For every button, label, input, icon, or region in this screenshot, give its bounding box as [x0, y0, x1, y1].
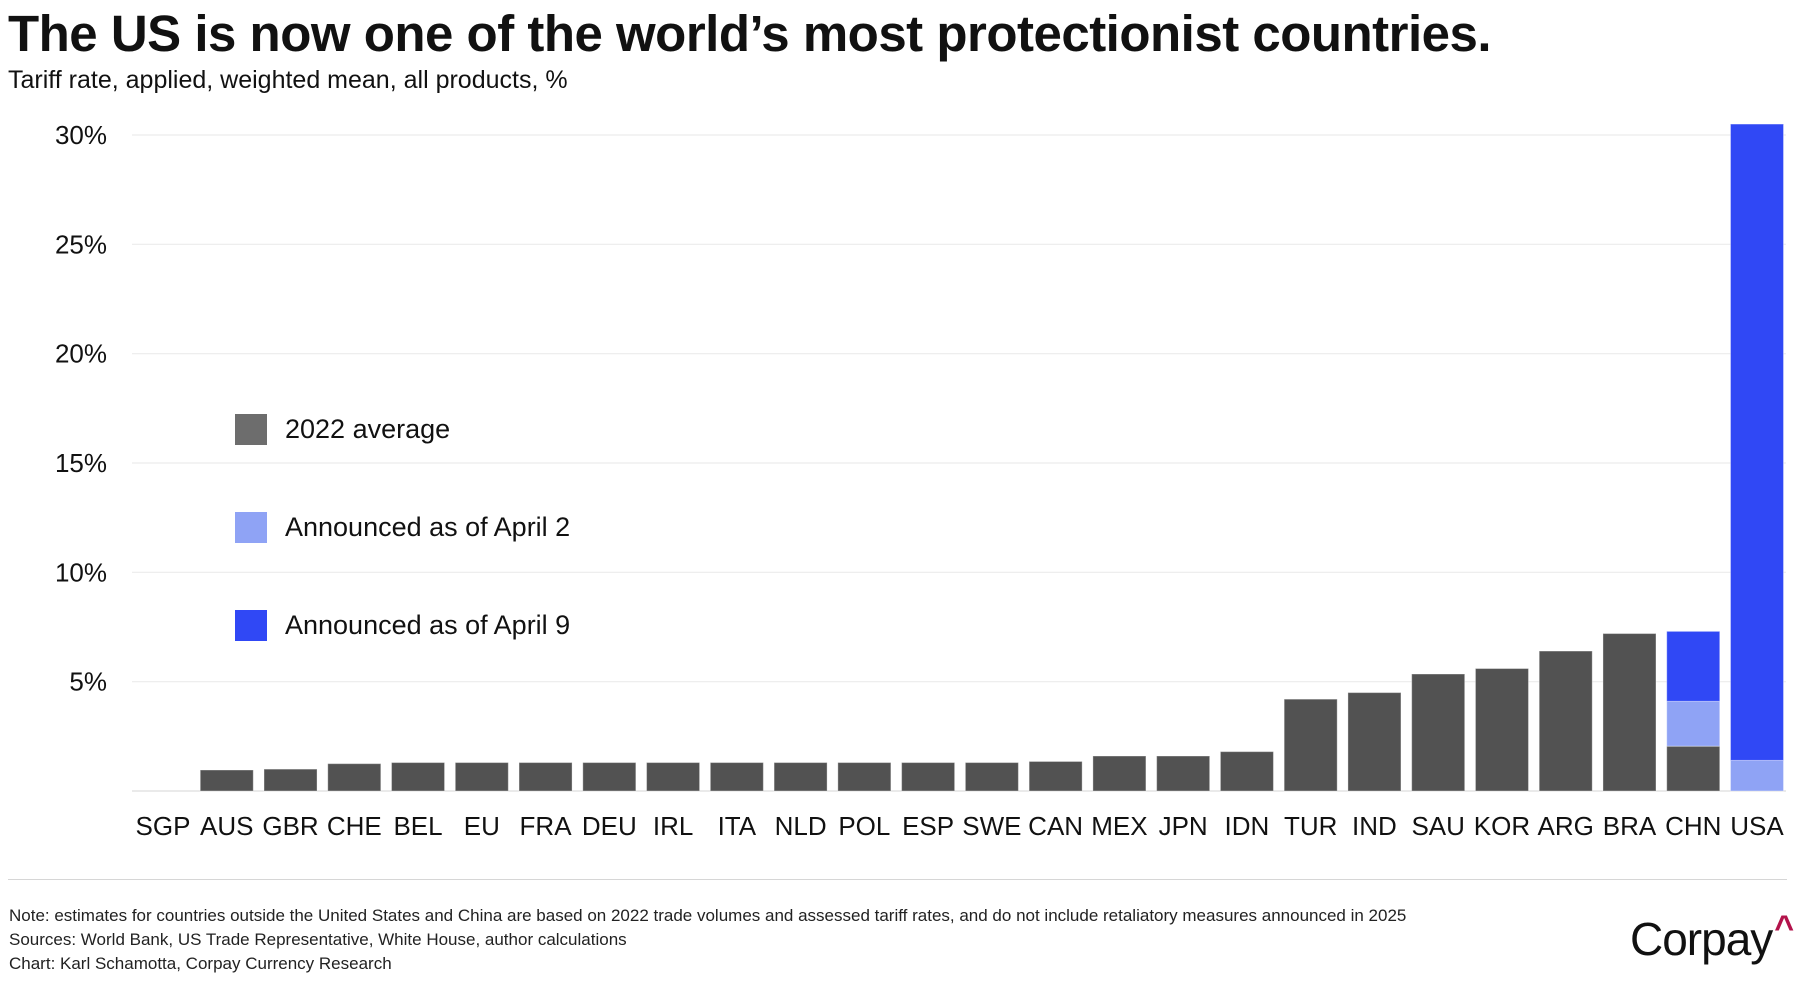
gridlines — [132, 134, 1786, 792]
y-tick-label: 30% — [55, 120, 107, 150]
bar-arg-series-0 — [1538, 650, 1593, 792]
legend-swatch-april-9 — [235, 610, 267, 641]
bar-aus-series-0 — [199, 769, 254, 792]
x-tick-label: CHE — [327, 811, 382, 841]
legend-label: Announced as of April 9 — [285, 610, 571, 640]
x-tick-label: IRL — [653, 811, 693, 841]
legend-item-april-9: Announced as of April 9 — [235, 610, 570, 641]
logo-caret-icon: ^ — [1774, 909, 1794, 947]
x-tick-label: BRA — [1603, 811, 1657, 841]
x-tick-label: NLD — [775, 811, 827, 841]
bar-can-series-0 — [1028, 760, 1083, 792]
x-tick-label: ITA — [718, 811, 757, 841]
bar-irl-series-0 — [646, 762, 701, 792]
footer-note: Note: estimates for countries outside th… — [9, 906, 1407, 925]
x-tick-label: CHN — [1665, 811, 1721, 841]
x-tick-label: IDN — [1225, 811, 1270, 841]
x-tick-label: TUR — [1284, 811, 1337, 841]
x-tick-label: KOR — [1474, 811, 1530, 841]
bar-eu-series-0 — [454, 762, 509, 792]
x-tick-label: ESP — [902, 811, 954, 841]
bar-bel-series-0 — [391, 762, 446, 792]
x-axis-ticks: SGP AUS GBR CHE BEL EU FRA DEU IRL ITA NLD POL ESP SW… — [136, 811, 1785, 841]
y-tick-label: 10% — [55, 557, 107, 587]
y-tick-label: 5% — [69, 667, 107, 697]
bar-sau-series-0 — [1411, 673, 1466, 792]
x-tick-label: AUS — [200, 811, 253, 841]
bar-idn-series-0 — [1219, 751, 1274, 792]
bar-esp-series-0 — [901, 762, 956, 792]
bar-chn-series-2 — [1666, 630, 1721, 702]
bar-fra-series-0 — [518, 762, 573, 792]
bar-tur-series-0 — [1283, 698, 1338, 792]
bar-deu-series-0 — [582, 762, 637, 792]
corpay-logo: Corpay^ — [1630, 909, 1794, 966]
bar-usa-series-1 — [1730, 759, 1784, 792]
bar-ita-series-0 — [709, 762, 764, 792]
x-tick-label: SWE — [962, 811, 1021, 841]
legend-swatch-2022-average — [235, 414, 267, 445]
x-tick-label: GBR — [262, 811, 318, 841]
footer-divider — [8, 879, 1787, 880]
legend-item-2022-average: 2022 average — [235, 414, 450, 445]
x-tick-label: DEU — [582, 811, 637, 841]
footer-credit: Chart: Karl Schamotta, Corpay Currency R… — [9, 954, 392, 973]
bar-che-series-0 — [327, 763, 382, 792]
x-tick-label: CAN — [1028, 811, 1083, 841]
bar-kor-series-0 — [1474, 668, 1529, 792]
x-tick-label: SAU — [1411, 811, 1464, 841]
legend-swatch-april-2 — [235, 512, 267, 543]
bar-chn-series-0 — [1666, 745, 1721, 792]
footer-sources: Sources: World Bank, US Trade Representa… — [9, 930, 627, 949]
bar-bra-series-0 — [1602, 633, 1657, 792]
y-tick-label: 20% — [55, 339, 107, 369]
x-tick-label: POL — [838, 811, 890, 841]
bar-gbr-series-0 — [263, 768, 318, 792]
bar-nld-series-0 — [773, 762, 828, 792]
x-tick-label: SGP — [136, 811, 191, 841]
bar-chn-series-1 — [1666, 700, 1721, 747]
x-tick-label: IND — [1352, 811, 1397, 841]
logo-text: Corpay — [1630, 913, 1773, 965]
bar-pol-series-0 — [837, 762, 892, 792]
chart-title: The US is now one of the world’s most pr… — [8, 5, 1492, 62]
legend-label: Announced as of April 2 — [285, 512, 571, 542]
x-tick-label: USA — [1730, 811, 1784, 841]
bars — [199, 123, 1784, 792]
x-tick-label: JPN — [1159, 811, 1208, 841]
y-tick-label: 25% — [55, 229, 107, 259]
bar-jpn-series-0 — [1156, 755, 1211, 792]
chart-subtitle: Tariff rate, applied, weighted mean, all… — [8, 66, 568, 94]
bar-swe-series-0 — [964, 762, 1019, 792]
x-tick-label: FRA — [520, 811, 573, 841]
bar-chart: 5% 10% 15% 20% 25% 30% SGP AUS GBR CHE BEL EU FRA DE… — [55, 120, 1786, 841]
legend-item-april-2: Announced as of April 2 — [235, 512, 570, 543]
bar-ind-series-0 — [1347, 692, 1402, 792]
y-tick-label: 15% — [55, 448, 107, 478]
bar-usa-series-2 — [1730, 123, 1784, 761]
bar-mex-series-0 — [1092, 755, 1147, 792]
x-tick-label: MEX — [1091, 811, 1147, 841]
y-axis-ticks: 5% 10% 15% 20% 25% 30% — [55, 120, 107, 697]
x-tick-label: EU — [464, 811, 500, 841]
legend-label: 2022 average — [285, 414, 451, 444]
x-tick-label: ARG — [1538, 811, 1594, 841]
x-tick-label: BEL — [393, 811, 442, 841]
